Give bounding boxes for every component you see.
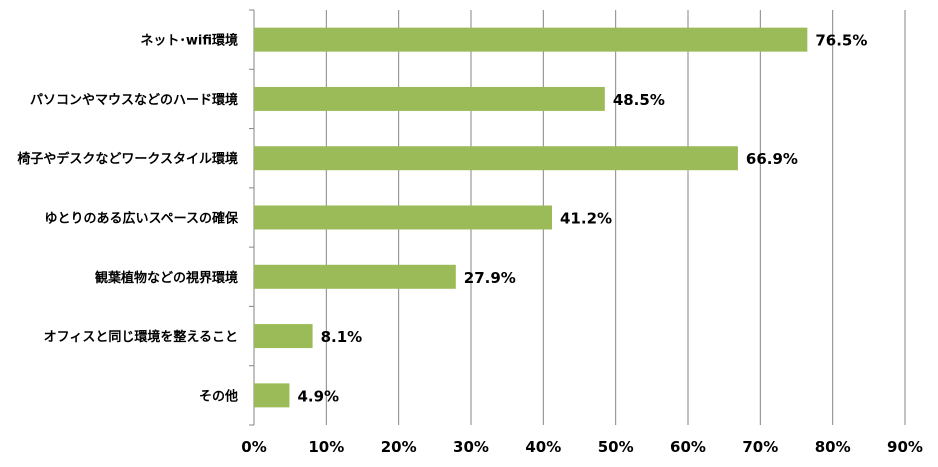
category-label: パソコンやマウスなどのハード環境 [30, 92, 238, 108]
bar [254, 27, 808, 52]
data-label: 66.9% [746, 150, 798, 168]
x-tick-label: 90% [887, 438, 923, 456]
data-label: 41.2% [560, 210, 612, 228]
bar [254, 205, 553, 230]
bar [254, 324, 313, 349]
x-tick-label: 30% [453, 438, 489, 456]
category-label: 観葉植物などの視界環境 [94, 270, 238, 286]
category-label: ネット･wifi環境 [140, 33, 238, 49]
x-tick-label: 10% [308, 438, 344, 456]
data-label: 48.5% [613, 91, 665, 109]
data-label: 8.1% [321, 328, 363, 346]
x-tick-label: 70% [742, 438, 778, 456]
data-label: 4.9% [297, 387, 339, 405]
x-axis-ticks: 0% 10% 20% 30% 40% 50% 60% 70% 80% 90% [241, 438, 923, 456]
x-tick-label: 60% [670, 438, 706, 456]
x-tick-label: 50% [598, 438, 634, 456]
x-tick-label: 80% [815, 438, 851, 456]
data-labels: 76.5% 48.5% 66.9% 41.2% 27.9% 8.1% 4.9% [297, 32, 867, 406]
x-tick-label: 20% [381, 438, 417, 456]
x-tick-label: 0% [241, 438, 266, 456]
category-label: オフィスと同じ環境を整えること [44, 329, 238, 345]
category-label: その他 [199, 388, 238, 404]
bar [254, 383, 290, 408]
category-label: ゆとりのある広いスペースの確保 [45, 211, 239, 227]
data-label: 76.5% [815, 32, 867, 50]
x-tick-label: 40% [525, 438, 561, 456]
bar [254, 264, 456, 289]
bars [254, 27, 808, 408]
bar [254, 86, 605, 111]
category-label: 椅子やデスクなどワークスタイル環境 [17, 151, 238, 167]
bar [254, 146, 738, 171]
category-labels: ネット･wifi環境パソコンやマウスなどのハード環境椅子やデスクなどワークスタイ… [17, 33, 239, 405]
data-label: 27.9% [464, 269, 516, 287]
